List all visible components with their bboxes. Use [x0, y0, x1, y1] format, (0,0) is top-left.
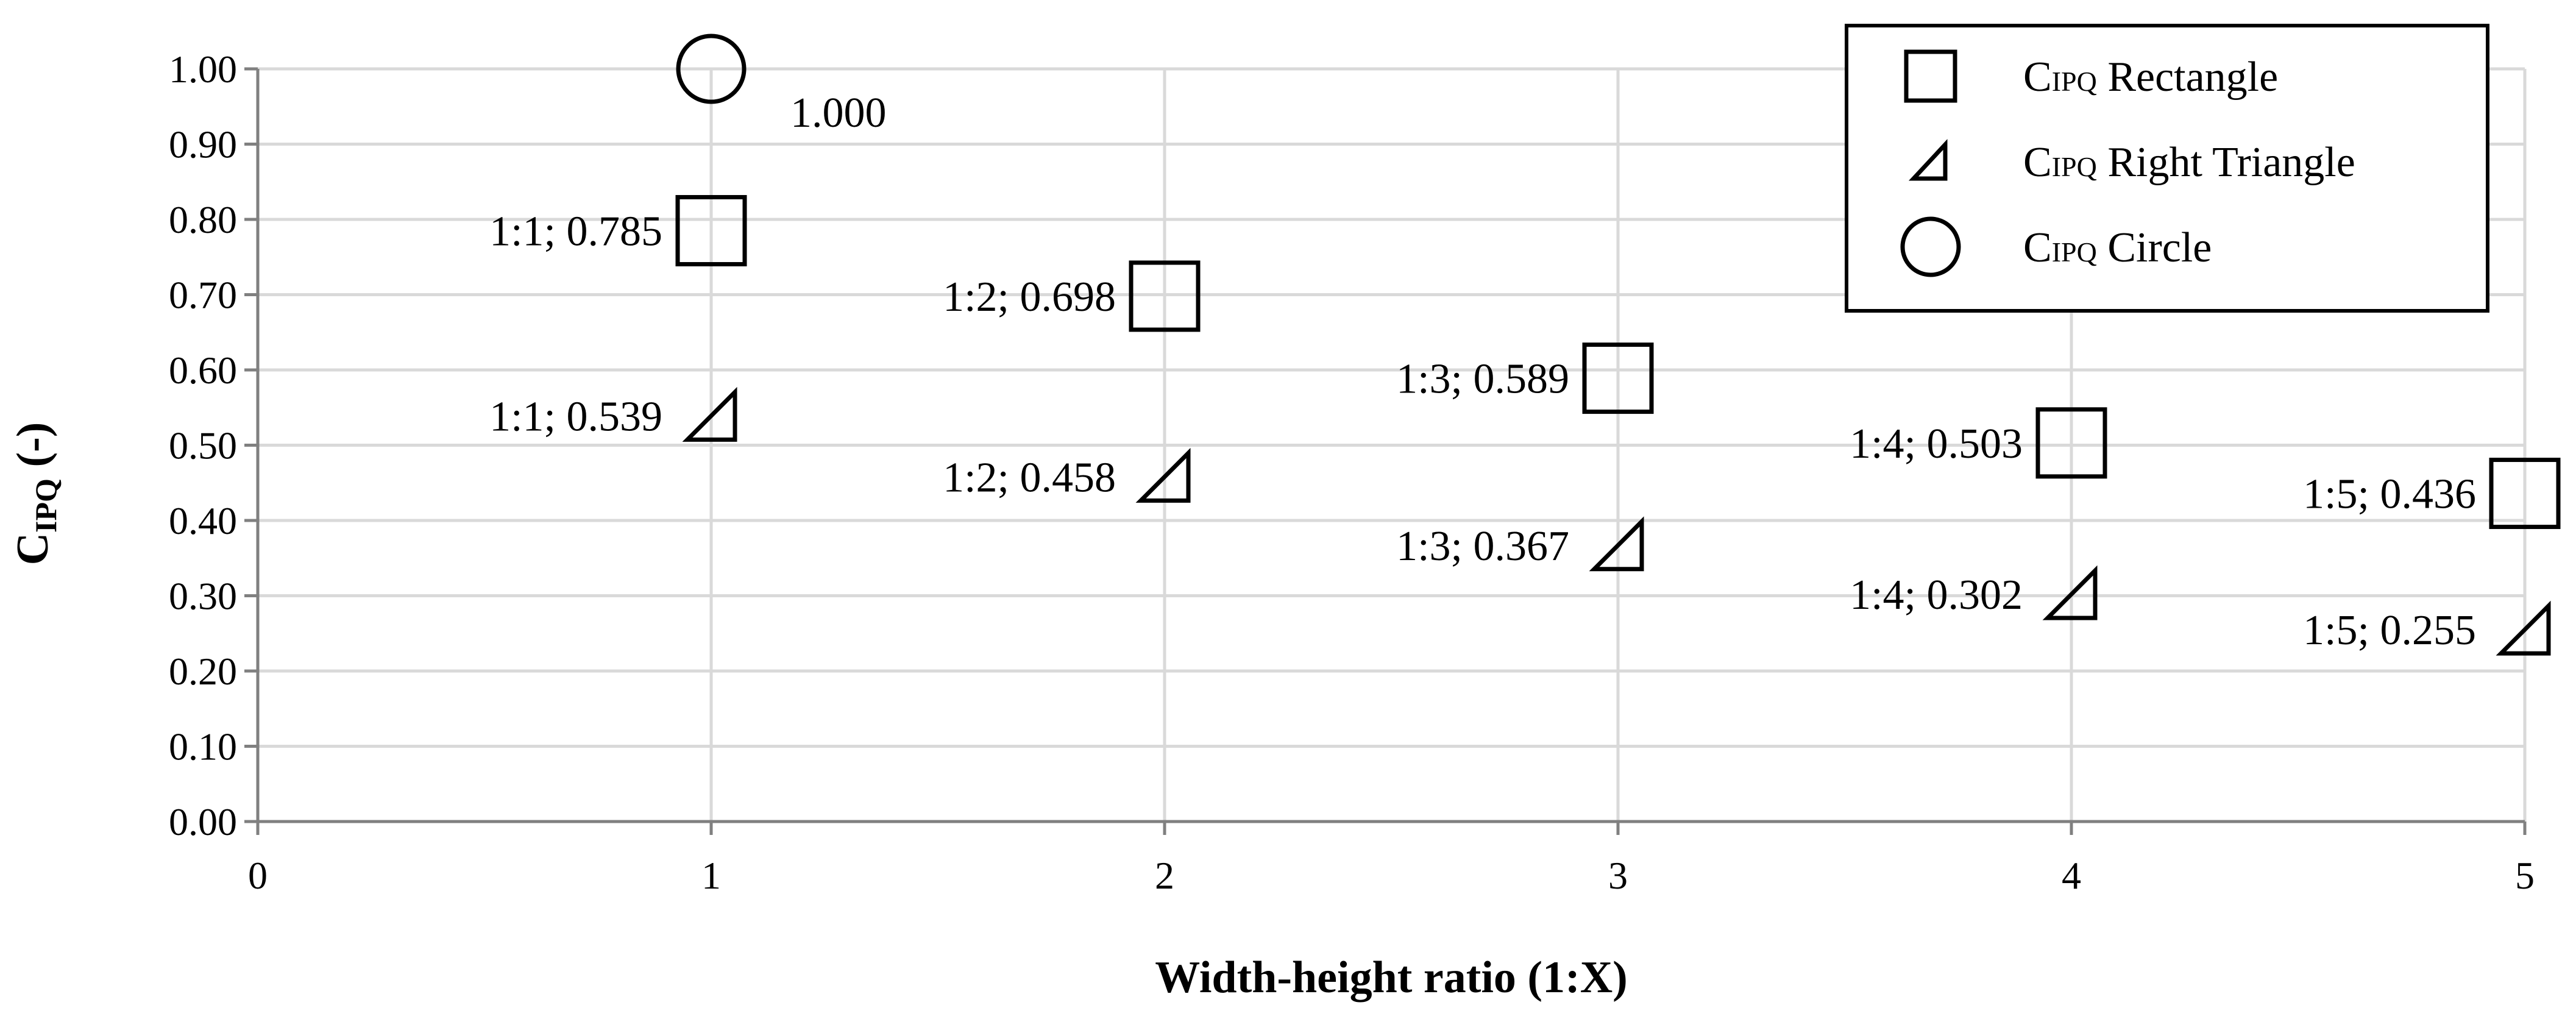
square-point — [2035, 407, 2107, 479]
legend-label: CIPQ Rectangle — [2023, 54, 2278, 101]
y-tick-label: 0.80 — [169, 198, 237, 241]
data-label: 1:4; 0.302 — [1850, 572, 2023, 619]
y-tick-label: 0.60 — [169, 349, 237, 392]
data-label: 1:5; 0.436 — [2303, 471, 2476, 518]
data-label: 1:5; 0.255 — [2303, 607, 2476, 654]
tick-labels: 0.00 0.10 0.20 0.30 0.40 0.50 0.60 0.70 0.80 0.90… — [169, 48, 2535, 897]
square-point — [1582, 343, 1654, 414]
gridlines — [258, 67, 2527, 822]
data-label: 1.000 — [790, 90, 887, 137]
x-tick-label: 5 — [2515, 854, 2535, 897]
right-triangle-point — [1589, 516, 1644, 572]
x-tick-label: 1 — [701, 854, 721, 897]
y-tick-label: 0.90 — [169, 123, 237, 166]
y-tick-label: 0.20 — [169, 650, 237, 693]
right-triangle-point — [1135, 447, 1191, 503]
x-tick-label: 2 — [1155, 854, 1174, 897]
circle-point — [676, 34, 747, 104]
axes — [244, 67, 2527, 835]
data-label: 1:2; 0.698 — [943, 274, 1116, 321]
legend-label: CIPQ Right Triangle — [2023, 139, 2355, 186]
square-point — [1129, 260, 1201, 332]
legend-square-icon — [1904, 49, 1957, 103]
legend-circle-icon — [1900, 216, 1961, 277]
square-point — [675, 195, 747, 267]
x-axis-title: Width-height ratio (1:X) — [1155, 953, 1628, 1003]
right-triangle-point — [2496, 600, 2551, 656]
y-tick-label: 0.50 — [169, 424, 237, 467]
legend: CIPQ Rectangle CIPQ Right Triangle CIPQ Ci… — [1845, 24, 2489, 313]
legend-label: CIPQ Circle — [2023, 224, 2212, 271]
y-tick-label: 1.00 — [169, 48, 237, 91]
data-label: 1:1; 0.539 — [489, 393, 662, 440]
data-label: 1:1; 0.785 — [489, 208, 662, 255]
x-tick-label: 0 — [248, 854, 268, 897]
y-tick-label: 0.40 — [169, 499, 237, 542]
y-tick-label: 0.70 — [169, 274, 237, 317]
legend-items: CIPQ Rectangle CIPQ Right Triangle CIPQ Ci… — [1900, 49, 2355, 277]
right-triangle-point — [2042, 565, 2098, 620]
y-tick-label: 0.00 — [169, 800, 237, 843]
data-points — [675, 34, 2561, 656]
data-label: 1:4; 0.503 — [1850, 421, 2023, 467]
y-tick-label: 0.30 — [169, 575, 237, 618]
data-label: 1:2; 0.458 — [943, 454, 1116, 501]
x-tick-label: 3 — [1608, 854, 1628, 897]
right-triangle-point — [682, 386, 737, 442]
y-axis-title: CIPQ (-) — [8, 422, 63, 566]
x-tick-label: 4 — [2062, 854, 2081, 897]
y-tick-label: 0.10 — [169, 725, 237, 769]
square-point — [2489, 458, 2561, 530]
data-labels: 1:1; 0.785 1:2; 0.698 1:3; 0.589 1:4; 0.503… — [489, 90, 2476, 654]
legend-triangle-icon — [1908, 139, 1948, 181]
data-label: 1:3; 0.367 — [1396, 523, 1569, 570]
data-label: 1:3; 0.589 — [1396, 356, 1569, 403]
